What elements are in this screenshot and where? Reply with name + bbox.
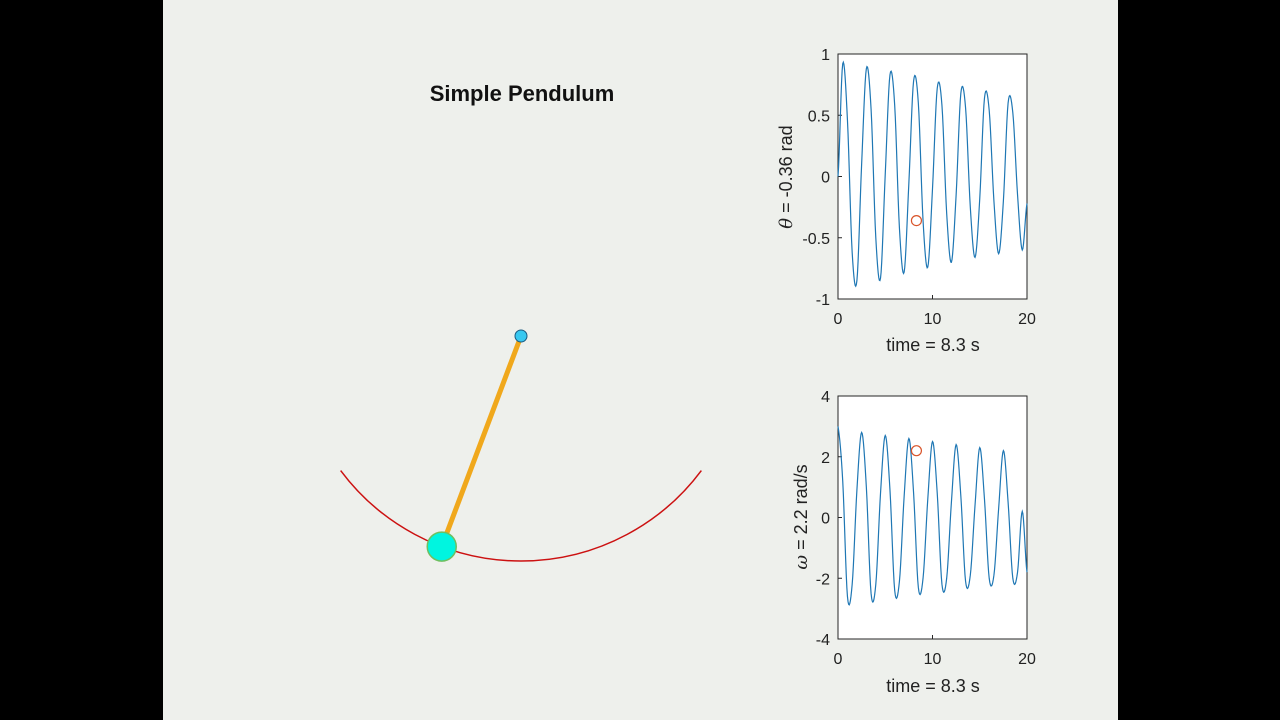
theta-y-tick-label: 1	[821, 47, 830, 64]
omega-y-tick-label: 2	[821, 450, 830, 467]
pendulum-pivot	[514, 329, 528, 343]
theta-x-ticks: 0 10 20	[834, 295, 1036, 328]
omega-current-marker	[910, 445, 923, 457]
omega-y-tick-label: -2	[816, 571, 830, 588]
omega-y-axis-label: ω = 2.2 rad/s	[791, 464, 812, 569]
omega-y-ticks: -4 -2 0 2 4	[816, 389, 842, 649]
theta-y-tick-label: -0.5	[802, 231, 830, 248]
swing-arc	[340, 470, 702, 562]
theta-y-tick-label: 0.5	[808, 108, 830, 125]
omega-y-tick-label: 4	[821, 389, 830, 406]
omega-x-tick-label: 20	[1018, 651, 1036, 668]
theta-y-axis-label: θ = -0.36 rad	[776, 125, 797, 228]
omega-plot-area	[837, 395, 1028, 640]
theta-x-tick-label: 0	[834, 311, 843, 328]
theta-y-ticks: -1 -0.5 0 0.5 1	[802, 47, 842, 309]
omega-chart: -4 -2 0 2 4 0 10 20 time = 8.3 s ω = 2.2 rad/s	[791, 389, 1036, 696]
omega-x-ticks: 0 10 20	[834, 635, 1036, 668]
theta-y-tick-label: -1	[816, 292, 830, 309]
pendulum-scene	[340, 329, 702, 562]
theta-x-axis-label: time = 8.3 s	[886, 335, 980, 355]
theta-y-tick-label: 0	[821, 170, 830, 187]
omega-series-line	[837, 426, 1028, 606]
theta-series-line	[837, 60, 1028, 288]
omega-y-tick-label: 0	[821, 511, 830, 528]
theta-current-marker	[910, 215, 923, 227]
theta-x-tick-label: 20	[1018, 311, 1036, 328]
figure-title: Simple Pendulum	[430, 81, 615, 106]
omega-x-tick-label: 0	[834, 651, 843, 668]
pendulum-rod	[439, 333, 524, 550]
omega-x-tick-label: 10	[924, 651, 942, 668]
omega-x-axis-label: time = 8.3 s	[886, 676, 980, 696]
theta-x-tick-label: 10	[924, 311, 942, 328]
omega-y-tick-label: -4	[816, 632, 830, 649]
pendulum-bob	[426, 531, 457, 562]
theta-chart: -1 -0.5 0 0.5 1 0 10 20 time = 8.3 s θ = -0.36…	[776, 47, 1036, 355]
